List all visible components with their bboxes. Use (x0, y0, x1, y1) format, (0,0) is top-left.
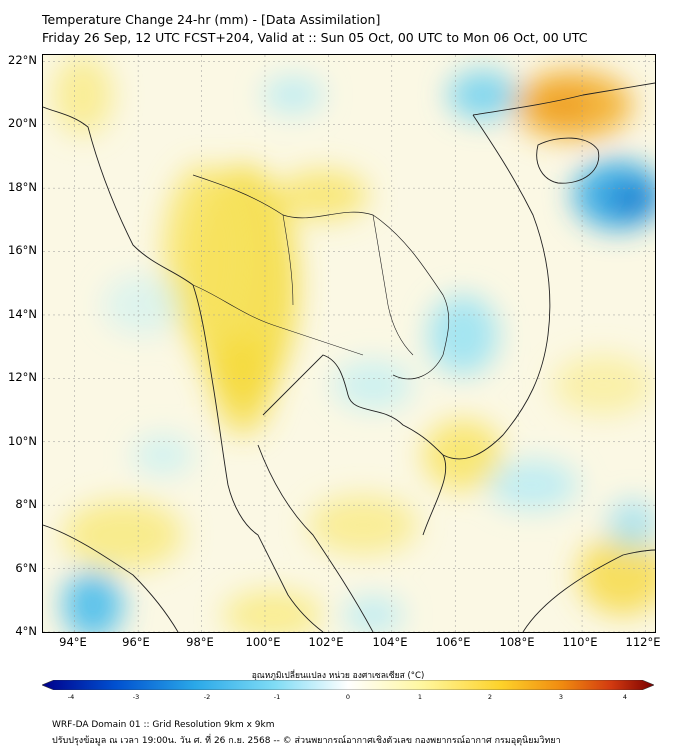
colorbar-tick: 4 (622, 693, 628, 701)
colorbar-tick: -4 (67, 693, 75, 701)
colorbar-tick: -2 (203, 693, 211, 701)
lon-label-96e: 96°E (122, 635, 150, 649)
warm-area (213, 335, 273, 435)
cool-area (608, 182, 655, 218)
lat-label-20n: 20°N (8, 116, 37, 130)
warm-area (535, 87, 591, 123)
warm-area (278, 170, 368, 220)
lon-label-112e: 112°E (625, 635, 661, 649)
warm-area (63, 500, 183, 570)
cool-area (63, 570, 123, 632)
lat-label-8n: 8°N (15, 497, 37, 511)
lon-label-104e: 104°E (372, 635, 408, 649)
chart-title: Temperature Change 24-hr (mm) - [Data As… (42, 12, 381, 27)
cool-area (428, 295, 498, 375)
footer-update-info: ปรับปรุงข้อมูล ณ เวลา 19:00น. วัน ศ. ที่… (52, 736, 561, 746)
lon-label-108e: 108°E (499, 635, 535, 649)
cool-area (343, 597, 403, 632)
lon-label-94e: 94°E (59, 635, 87, 649)
lon-label-110e: 110°E (562, 635, 598, 649)
lat-label-10n: 10°N (8, 434, 37, 448)
cool-area (448, 70, 518, 120)
lat-label-16n: 16°N (8, 243, 37, 257)
lon-label-102e: 102°E (308, 635, 344, 649)
coastlines (43, 82, 655, 632)
cool-area (488, 460, 578, 510)
cool-area (333, 360, 413, 410)
lat-label-22n: 22°N (8, 53, 37, 67)
cool-area (103, 275, 183, 335)
warm-area (578, 535, 655, 615)
cool-area (133, 435, 193, 475)
cool-area (263, 77, 323, 113)
lat-label-14n: 14°N (8, 307, 37, 321)
map-panel (42, 54, 656, 633)
cool-area (608, 500, 655, 550)
warm-area (423, 420, 503, 490)
lat-label-12n: 12°N (8, 370, 37, 384)
warm-area (308, 495, 418, 555)
colorbar-tick: 0 (345, 693, 351, 701)
colorbar (42, 680, 654, 690)
warm-area (53, 55, 113, 135)
footer-model-info: WRF-DA Domain 01 :: Grid Resolution 9km … (52, 720, 275, 730)
lat-lon-grid (43, 55, 655, 632)
warm-area (553, 355, 653, 415)
lon-label-100e: 100°E (245, 635, 281, 649)
temperature-change-map (43, 55, 655, 632)
chart-subtitle: Friday 26 Sep, 12 UTC FCST+204, Valid at… (42, 30, 588, 45)
colorbar-tick: -1 (273, 693, 281, 701)
lat-label-18n: 18°N (8, 180, 37, 194)
colorbar-tick: -3 (132, 693, 140, 701)
temperature-field (53, 55, 655, 632)
colorbar-tick: 2 (487, 693, 493, 701)
lat-label-4n: 4°N (15, 624, 37, 638)
colorbar-tick: 3 (558, 693, 564, 701)
warm-area (223, 590, 323, 632)
colorbar-label: อุณหภูมิเปลี่ยนแปลง หน่วย องศาเซลเซียส (… (251, 671, 425, 681)
colorbar-tick: 1 (417, 693, 423, 701)
lon-label-98e: 98°E (186, 635, 214, 649)
lon-label-106e: 106°E (435, 635, 471, 649)
lat-label-6n: 6°N (15, 561, 37, 575)
